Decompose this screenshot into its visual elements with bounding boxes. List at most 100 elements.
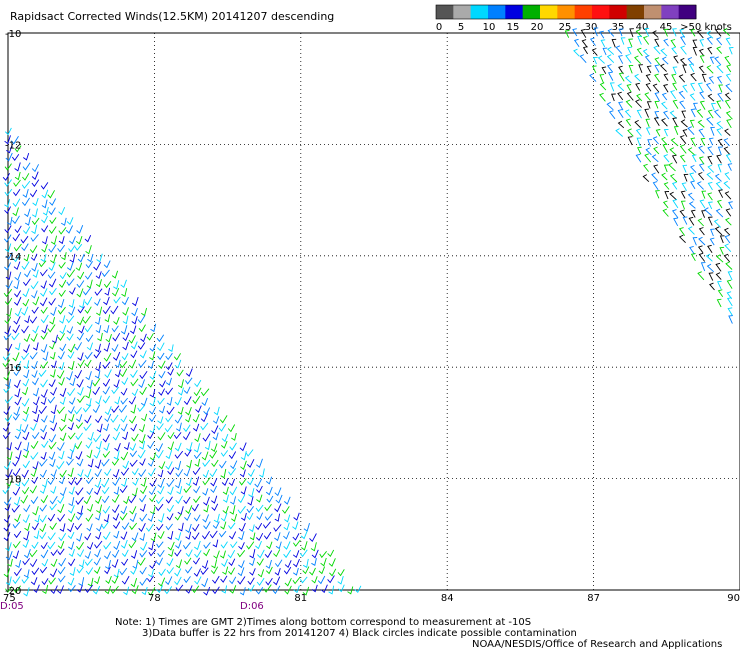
wind-barb xyxy=(249,532,256,541)
wind-barb xyxy=(82,287,91,296)
x-tick-label: 81 xyxy=(294,593,307,604)
wind-barb xyxy=(699,91,705,100)
wind-barb xyxy=(85,389,92,399)
wind-barb xyxy=(66,326,74,334)
wind-barb xyxy=(41,244,48,253)
wind-barb xyxy=(255,532,264,542)
wind-barb xyxy=(572,28,578,37)
wind-barb xyxy=(719,246,725,255)
wind-barb xyxy=(113,450,120,460)
wind-barb xyxy=(12,459,20,467)
wind-barb xyxy=(139,577,148,586)
wind-barb xyxy=(240,451,247,461)
wind-barb xyxy=(66,278,75,287)
wind-barb xyxy=(78,559,85,568)
wind-barb xyxy=(105,575,112,584)
wind-barb xyxy=(59,343,67,352)
wind-barb xyxy=(200,388,210,397)
wind-barb xyxy=(256,512,264,521)
wind-barb xyxy=(138,379,146,388)
wind-barb xyxy=(327,575,335,584)
wind-barb xyxy=(652,83,660,93)
wind-barb xyxy=(185,549,193,558)
wind-barb xyxy=(75,512,84,521)
wind-barb xyxy=(701,190,707,199)
wind-barb xyxy=(634,119,642,129)
wind-barb xyxy=(229,585,237,594)
wind-barb xyxy=(139,350,147,359)
wind-barb xyxy=(185,566,193,574)
wind-barb xyxy=(48,278,57,288)
wind-barb xyxy=(85,513,94,522)
wind-barb xyxy=(725,37,731,46)
wind-barb xyxy=(21,306,29,316)
wind-barb xyxy=(635,153,642,163)
wind-barb xyxy=(671,154,678,164)
wind-barb xyxy=(101,495,110,504)
axes: 75 78 81 84 87 90 -10 -12 -14 -16 -18 -20 D:05 D:06 xyxy=(0,29,740,612)
wind-barb xyxy=(40,389,48,399)
wind-barb xyxy=(12,550,20,560)
wind-barb xyxy=(137,449,146,459)
wind-barb xyxy=(617,91,624,101)
wind-barb xyxy=(102,451,111,458)
wind-barb xyxy=(5,542,12,552)
wind-barb xyxy=(148,360,155,370)
wind-barb xyxy=(69,377,76,387)
wind-barb xyxy=(59,324,67,335)
wind-barb xyxy=(121,478,128,488)
legend-label: 10 xyxy=(483,22,496,33)
wind-barb xyxy=(4,163,12,171)
wind-barb xyxy=(113,280,120,290)
wind-barb xyxy=(653,146,660,155)
wind-barb xyxy=(228,451,237,460)
wind-barb xyxy=(50,549,58,557)
wind-barb xyxy=(87,431,94,441)
wind-barb xyxy=(653,164,660,174)
wind-barb xyxy=(725,261,733,270)
wind-barb xyxy=(31,377,39,386)
wind-barb xyxy=(113,379,120,388)
wind-barb xyxy=(237,567,245,577)
x-tick-label: 75 xyxy=(3,593,16,604)
wind-barb xyxy=(23,333,31,343)
wind-barb xyxy=(157,397,165,405)
wind-barb xyxy=(84,351,93,360)
wind-barb xyxy=(14,514,21,523)
wind-barb xyxy=(59,424,67,432)
wind-barb xyxy=(706,36,713,45)
wind-barb xyxy=(663,128,669,137)
wind-barb xyxy=(185,368,193,377)
legend-label: 15 xyxy=(507,22,520,33)
wind-barb xyxy=(186,459,192,469)
wind-barb xyxy=(696,181,704,190)
wind-barb xyxy=(159,405,166,414)
wind-barb xyxy=(83,495,92,505)
wind-barb xyxy=(688,63,695,73)
wind-barb xyxy=(174,568,182,577)
wind-barb xyxy=(68,541,75,550)
wind-barb xyxy=(128,396,137,405)
wind-barb xyxy=(283,531,290,540)
wind-barb xyxy=(707,146,714,156)
wind-barb xyxy=(48,298,56,306)
wind-barb xyxy=(5,252,13,260)
wind-barb xyxy=(309,567,316,576)
wind-barb xyxy=(76,379,84,388)
wind-barb xyxy=(177,406,184,415)
wind-barb xyxy=(663,84,669,93)
wind-barb xyxy=(95,361,101,372)
wind-barb xyxy=(112,549,120,558)
wind-barb xyxy=(218,423,227,432)
wind-barb xyxy=(122,307,129,316)
wind-barb xyxy=(184,512,192,521)
wind-barb xyxy=(93,434,102,443)
wind-barb xyxy=(328,585,335,595)
wind-barb xyxy=(40,288,48,297)
wind-barb xyxy=(700,137,706,146)
y-tick-label: -20 xyxy=(5,586,21,597)
wind-barb xyxy=(121,288,128,298)
wind-barb xyxy=(662,208,669,217)
wind-barb xyxy=(652,136,659,145)
wind-barb xyxy=(56,461,65,470)
